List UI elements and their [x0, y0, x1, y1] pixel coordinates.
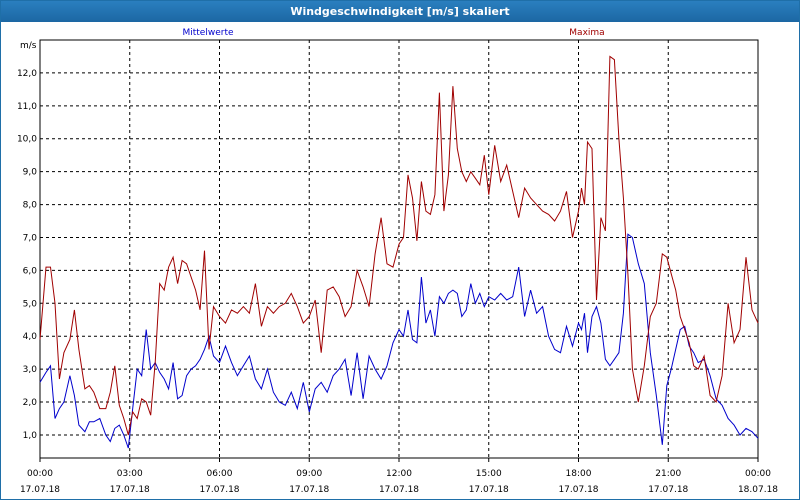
x-tick-date: 17.07.18	[199, 485, 239, 495]
y-tick-label: 7,0	[23, 233, 38, 243]
y-tick-label: 8,0	[23, 201, 38, 211]
x-tick-date: 17.07.18	[110, 485, 150, 495]
x-tick-date: 17.07.18	[648, 485, 688, 495]
x-tick-time: 18:00	[566, 469, 592, 479]
grid-lines	[40, 40, 758, 458]
y-tick-label: 3,0	[23, 365, 38, 375]
x-tick-time: 12:00	[386, 469, 412, 479]
y-tick-label: 2,0	[23, 398, 38, 408]
y-tick-label: 11,0	[17, 102, 37, 112]
x-tick-time: 21:00	[655, 469, 681, 479]
x-tick-date: 17.07.18	[379, 485, 419, 495]
x-tick-time: 15:00	[476, 469, 502, 479]
x-tick-date: 17.07.18	[558, 485, 598, 495]
x-tick-time: 00:00	[745, 469, 771, 479]
y-tick-label: 6,0	[23, 266, 38, 276]
x-tick-time: 09:00	[296, 469, 322, 479]
y-tick-label: 5,0	[23, 299, 38, 309]
y-tick-label: 10,0	[17, 135, 37, 145]
y-tick-label: 4,0	[23, 332, 38, 342]
window-title: Windgeschwindigkeit [m/s] skaliert	[1, 1, 799, 22]
legend-maxima: Maxima	[569, 28, 604, 38]
y-axis-label: m/s	[20, 41, 37, 51]
y-tick-label: 1,0	[23, 431, 38, 441]
series-lines	[39, 55, 759, 449]
y-axis-ticks: 1,0 2,0 3,0 4,0 5,0 6,0 7,0 8,0 9,0 10,0 11,0 12,0	[17, 69, 37, 441]
series-line-maxima	[39, 55, 759, 436]
legend-mittelwerte: Mittelwerte	[182, 28, 233, 38]
x-tick-time: 00:00	[27, 469, 53, 479]
x-tick-date: 18.07.18	[738, 485, 778, 495]
y-tick-label: 9,0	[23, 168, 38, 178]
x-tick-date: 17.07.18	[289, 485, 329, 495]
x-tick-date: 17.07.18	[469, 485, 509, 495]
y-tick-label: 12,0	[17, 69, 37, 79]
x-tick-date: 17.07.18	[20, 485, 60, 495]
series-line-mittelwerte	[39, 233, 759, 449]
x-tick-time: 03:00	[117, 469, 143, 479]
x-axis-ticks: 00:00 17.07.18 03:00 17.07.18 06:00 17.07.18 0…	[20, 458, 778, 495]
x-tick-time: 06:00	[207, 469, 233, 479]
